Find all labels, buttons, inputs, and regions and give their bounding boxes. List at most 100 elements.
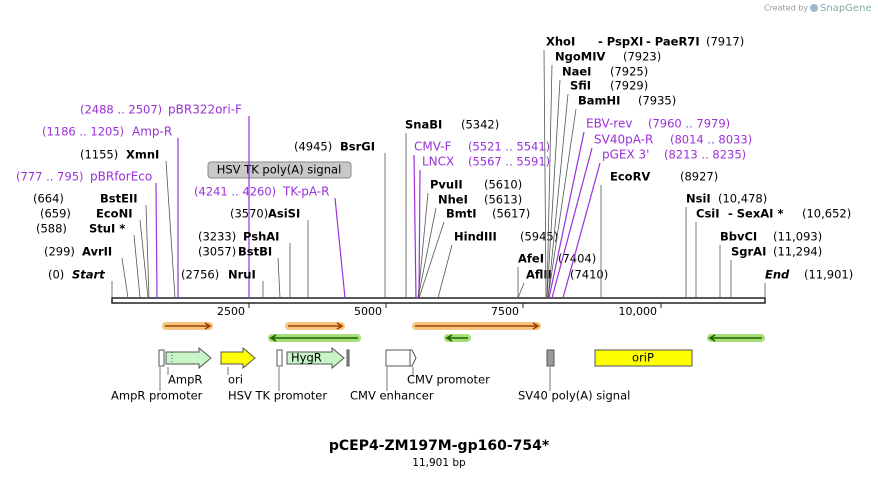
site-name: NheI (438, 193, 468, 207)
brand: SnapGene (820, 3, 872, 14)
primer-arrow (288, 322, 344, 330)
site-position: (1186 .. 1205) (42, 125, 124, 139)
site-name: - PaeR7I (646, 35, 700, 49)
site-name: AfeI (518, 252, 544, 266)
site-position: (8927) (680, 170, 718, 184)
ruler-label: 7500 (491, 305, 519, 318)
site-leader (418, 221, 445, 299)
site-position: (10,478) (718, 192, 767, 206)
site-name: EcoNI (96, 207, 132, 221)
ruler-label: 10,000 (619, 305, 658, 318)
site-name: pBR322ori-F (168, 103, 242, 117)
promoter (276, 349, 283, 367)
map-size: 11,901 bp (412, 457, 466, 469)
site-leader (418, 169, 421, 299)
site-name: CMV-F (414, 140, 452, 154)
site-position: (4241 .. 4260) (194, 185, 276, 199)
site-position: (0) (48, 268, 64, 282)
feature-label: AmpR promoter (111, 389, 203, 403)
site-position: (7404) (558, 252, 596, 266)
site-position: (299) (44, 245, 75, 259)
primer-arrow (415, 322, 540, 330)
cmv-promoter (409, 349, 417, 367)
site-position: (2488 .. 2507) (80, 103, 162, 117)
site-position: (7929) (610, 79, 648, 93)
site-position: (7917) (706, 35, 744, 49)
site-name: LNCX (422, 155, 454, 169)
site-name: BamHI (578, 94, 620, 108)
ampr (165, 346, 212, 370)
site-position: (7960 .. 7979) (648, 117, 730, 131)
site-leader (413, 154, 417, 299)
site-name: Amp-R (132, 125, 172, 139)
site-position: (777 .. 795) (16, 170, 84, 184)
site-name: - SexAI * (728, 207, 783, 221)
primer-arrow (708, 334, 762, 342)
site-position: (5521 .. 5541) (468, 140, 550, 154)
site-position: (588) (36, 222, 67, 236)
site-position: (5342) (461, 118, 499, 132)
site-name: NruI (228, 268, 256, 282)
site-name: PvuII (430, 178, 463, 192)
callout-box (207, 161, 352, 179)
site-position: (7935) (638, 94, 676, 108)
site-position: (11,093) (773, 230, 822, 244)
site-leader (547, 93, 569, 299)
site-position: (5610) (484, 178, 522, 192)
orip (594, 349, 693, 367)
site-leader (437, 244, 453, 299)
site-leader (165, 160, 176, 299)
site-name: SfiI (570, 79, 591, 93)
brand-icon (810, 4, 818, 12)
site-name: HindIII (454, 230, 497, 244)
site-leader (133, 234, 141, 299)
site-position: (664) (33, 192, 64, 206)
site-name: XmnI (126, 148, 159, 162)
callout: HSV TK poly(A) signal (217, 163, 342, 177)
site-position: (8014 .. 8033) (670, 133, 752, 147)
enhancer (385, 349, 411, 367)
credit: Created by (764, 4, 808, 13)
site-position: (3233) (198, 230, 236, 244)
polya (346, 349, 350, 367)
sv40 (546, 349, 555, 367)
site-leader (417, 192, 429, 299)
ori (220, 346, 256, 370)
site-name: BbvCI (720, 230, 757, 244)
site-position: (1155) (80, 148, 118, 162)
site-position: (7410) (570, 268, 608, 282)
site-position: (3570) (230, 207, 268, 221)
site-position: (659) (40, 207, 71, 221)
site-position: (4945) (294, 140, 332, 154)
site-name: EcoRV (610, 170, 650, 184)
feature-label: SV40 poly(A) signal (518, 389, 630, 403)
site-leader (334, 197, 346, 299)
feature-label: AmpR (168, 373, 202, 387)
site-name: TK-pA-R (282, 185, 330, 199)
site-name: EBV-rev (586, 117, 632, 131)
site-name: - PspXI (598, 35, 643, 49)
primer-arrow (269, 334, 358, 342)
site-leader (417, 207, 437, 299)
site-name: BmtI (446, 207, 477, 221)
site-position: (11,294) (773, 245, 822, 259)
site-leader (543, 49, 547, 299)
site-position: (8213 .. 8235) (664, 148, 746, 162)
site-name: BstBI (238, 245, 272, 259)
site-name: PshAI (243, 230, 279, 244)
feature-label: CMV enhancer (350, 389, 434, 403)
backbone (111, 297, 766, 304)
site-position: (7923) (623, 50, 661, 64)
site-leader (139, 219, 149, 299)
site-name: End (765, 268, 790, 282)
site-name: NsiI (686, 192, 711, 206)
site-name: AvrII (82, 245, 112, 259)
map-title: pCEP4-ZM197M-gp160-754* (329, 438, 550, 454)
feature-inside: oriP (632, 351, 654, 365)
site-name: NaeI (562, 65, 591, 79)
site-name: BsrGI (340, 140, 375, 154)
site-leader (546, 79, 561, 299)
site-leader (547, 108, 577, 299)
ruler-label: 5000 (354, 305, 382, 318)
